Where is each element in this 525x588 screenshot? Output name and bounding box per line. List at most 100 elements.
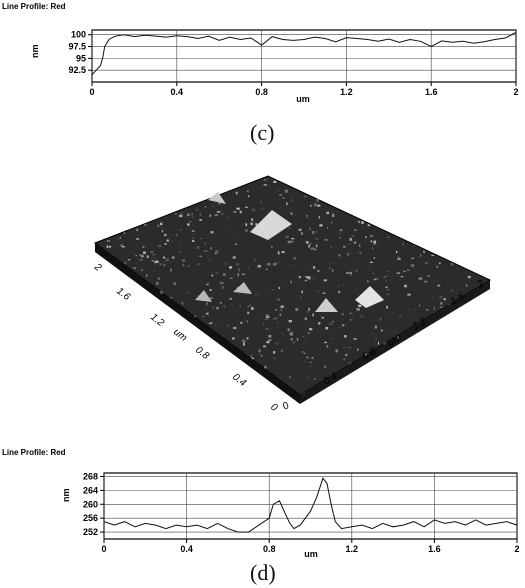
surface-speckle xyxy=(309,281,312,284)
svg-text:1.2: 1.2 xyxy=(148,312,166,329)
surface-speckle xyxy=(418,304,421,307)
surface-speckle xyxy=(199,213,202,216)
surface-speckle xyxy=(172,256,175,259)
surface-speckle xyxy=(393,331,395,333)
surface-speckle xyxy=(339,229,343,232)
y-axis-label-c: nm xyxy=(30,45,40,59)
surface-speckle xyxy=(179,214,183,218)
surface-speckle xyxy=(157,224,160,227)
surface-speckle xyxy=(233,255,236,259)
surface-speckle xyxy=(380,329,383,332)
surface-speckle xyxy=(225,207,228,211)
grid-c xyxy=(91,30,517,82)
surface-speckle xyxy=(290,212,293,215)
surface-speckle xyxy=(412,245,416,247)
surface-speckle xyxy=(291,237,295,240)
surface-speckle xyxy=(188,265,190,267)
surface-speckle xyxy=(276,263,278,265)
surface-speckle xyxy=(317,204,321,207)
surface-speckle xyxy=(120,244,124,247)
surface-speckle xyxy=(312,313,314,317)
surface-speckle xyxy=(206,302,208,305)
surface-speckle xyxy=(170,297,173,299)
surface-speckle xyxy=(375,338,377,341)
surface-speckle xyxy=(271,246,273,248)
surface-speckle xyxy=(324,239,328,241)
surface-speckle xyxy=(156,281,159,285)
surface-speckle xyxy=(346,353,348,356)
surface-speckle xyxy=(343,346,345,348)
surface-speckle xyxy=(324,221,327,223)
surface-speckle xyxy=(302,217,305,219)
surface-speckle xyxy=(367,224,371,227)
surface-speckle xyxy=(396,336,400,339)
surface-speckle xyxy=(383,342,386,345)
surface-speckle xyxy=(182,259,186,262)
surface-speckle xyxy=(229,266,232,269)
surface-speckle xyxy=(450,263,454,266)
surface-speckle xyxy=(141,269,143,271)
surface-speckle xyxy=(247,311,250,315)
surface-speckle xyxy=(397,246,399,249)
surface-speckle xyxy=(196,299,199,302)
y-tick-label: 97.5 xyxy=(68,42,86,52)
surface-speckle xyxy=(373,242,376,245)
surface-speckle xyxy=(265,307,268,310)
surface-speckle xyxy=(267,262,271,266)
surface-speckle xyxy=(276,321,279,324)
surface-speckle xyxy=(296,222,297,225)
surface-speckle xyxy=(298,228,302,231)
surface-speckle xyxy=(124,261,127,265)
surface-speckle xyxy=(222,282,225,284)
surface-speckle xyxy=(254,258,256,261)
surface-speckle xyxy=(321,316,324,319)
surface-speckle xyxy=(175,234,178,236)
surface-speckle xyxy=(250,222,254,226)
surface-speckle xyxy=(286,202,288,206)
surface-speckle xyxy=(236,286,239,289)
surface-speckle xyxy=(273,262,276,266)
surface-speckle xyxy=(402,242,404,246)
afm-surface-texture xyxy=(106,177,471,394)
surface-speckle xyxy=(233,228,235,230)
surface-speckle xyxy=(233,327,237,329)
surface-speckle xyxy=(163,263,166,267)
svg-text:2: 2 xyxy=(91,261,103,274)
surface-speckle xyxy=(426,309,429,311)
surface-speckle xyxy=(247,306,249,308)
surface-speckle xyxy=(415,324,417,326)
surface-speckle xyxy=(385,286,388,288)
surface-speckle xyxy=(324,341,327,344)
surface-speckle xyxy=(179,251,181,253)
surface-speckle xyxy=(262,323,265,326)
surface-speckle xyxy=(215,253,217,255)
surface-speckle xyxy=(341,313,344,315)
surface-speckle xyxy=(308,332,310,334)
surface-speckle xyxy=(288,320,292,323)
surface-speckle xyxy=(353,338,357,340)
surface-speckle xyxy=(146,255,149,258)
surface-speckle xyxy=(187,223,190,226)
surface-speckle xyxy=(191,230,195,232)
surface-speckle xyxy=(372,247,374,250)
surface-speckle xyxy=(295,214,297,217)
svg-text:2: 2 xyxy=(475,278,487,291)
surface-speckle xyxy=(263,179,267,181)
surface-speckle xyxy=(119,236,121,239)
surface-speckle xyxy=(205,250,209,252)
surface-speckle xyxy=(318,215,320,219)
surface-speckle xyxy=(425,262,428,264)
y-ticks-c: 100 97.595 92.5 xyxy=(68,30,92,75)
surface-speckle xyxy=(358,220,360,223)
surface-speckle xyxy=(354,241,357,244)
surface-speckle xyxy=(186,292,188,294)
surface-speckle xyxy=(203,236,206,239)
surface-speckle xyxy=(348,243,352,245)
surface-speckle xyxy=(153,257,156,261)
afm-surface-side-right xyxy=(300,280,490,404)
surface-speckle xyxy=(186,213,190,216)
surface-speckle xyxy=(279,207,282,209)
surface-speckle xyxy=(308,245,310,248)
y-axis-label-d: nm xyxy=(61,489,71,503)
